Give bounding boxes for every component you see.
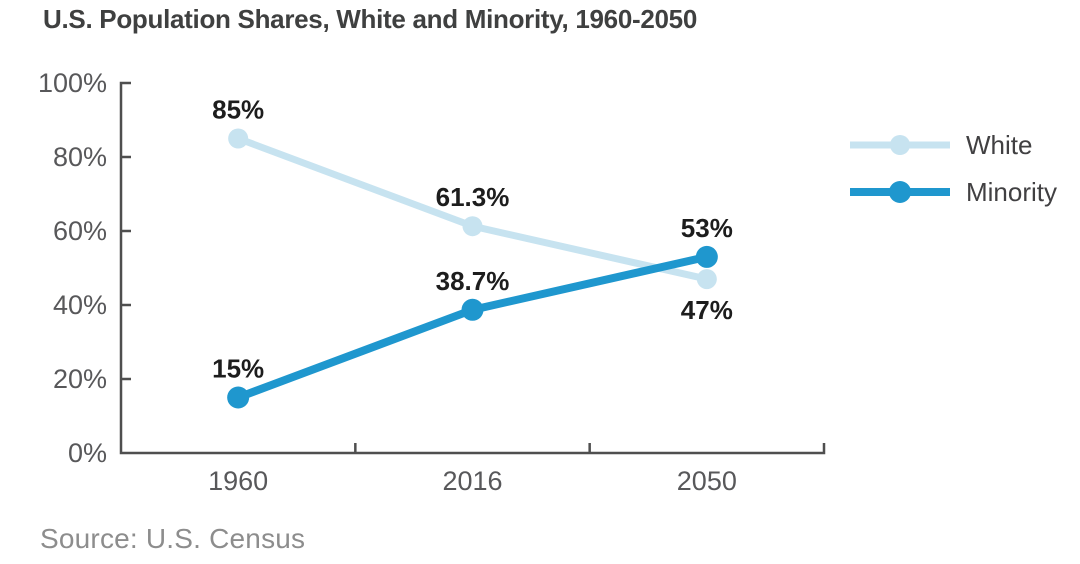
legend-marker [890, 135, 910, 155]
y-axis-tick-label: 40% [53, 290, 107, 320]
x-axis-category-label: 2050 [677, 466, 737, 496]
y-axis-tick-label: 80% [53, 142, 107, 172]
y-axis-tick-label: 100% [38, 68, 107, 98]
source-note: Source: U.S. Census [40, 523, 306, 554]
data-label: 61.3% [436, 182, 510, 212]
data-point [227, 386, 250, 409]
data-point [696, 269, 717, 290]
data-label: 53% [681, 213, 733, 243]
y-axis-tick-label: 0% [68, 438, 107, 468]
y-axis-tick-label: 60% [53, 216, 107, 246]
data-point [462, 216, 483, 237]
chart-title: U.S. Population Shares, White and Minori… [43, 4, 697, 34]
series-white: 85% 61.3% 47% [212, 95, 733, 326]
legend-item-white: White [850, 130, 1032, 160]
x-axis-category-label: 1960 [208, 466, 268, 496]
data-point [461, 298, 484, 321]
legend-label: White [966, 130, 1032, 160]
legend-label: Minority [966, 177, 1057, 207]
axis-frame [119, 81, 826, 455]
legend-item-minority: Minority [850, 177, 1057, 207]
x-axis-category-label: 2016 [442, 466, 502, 496]
y-axis-tick-label: 20% [53, 364, 107, 394]
data-label: 38.7% [436, 266, 510, 296]
legend-marker [889, 181, 911, 203]
data-label: 85% [212, 95, 264, 125]
data-label: 15% [212, 354, 264, 384]
series-minority: 15% 38.7% 53% [212, 213, 733, 409]
data-point [695, 245, 718, 268]
data-point [228, 128, 249, 149]
data-label: 47% [681, 295, 733, 325]
